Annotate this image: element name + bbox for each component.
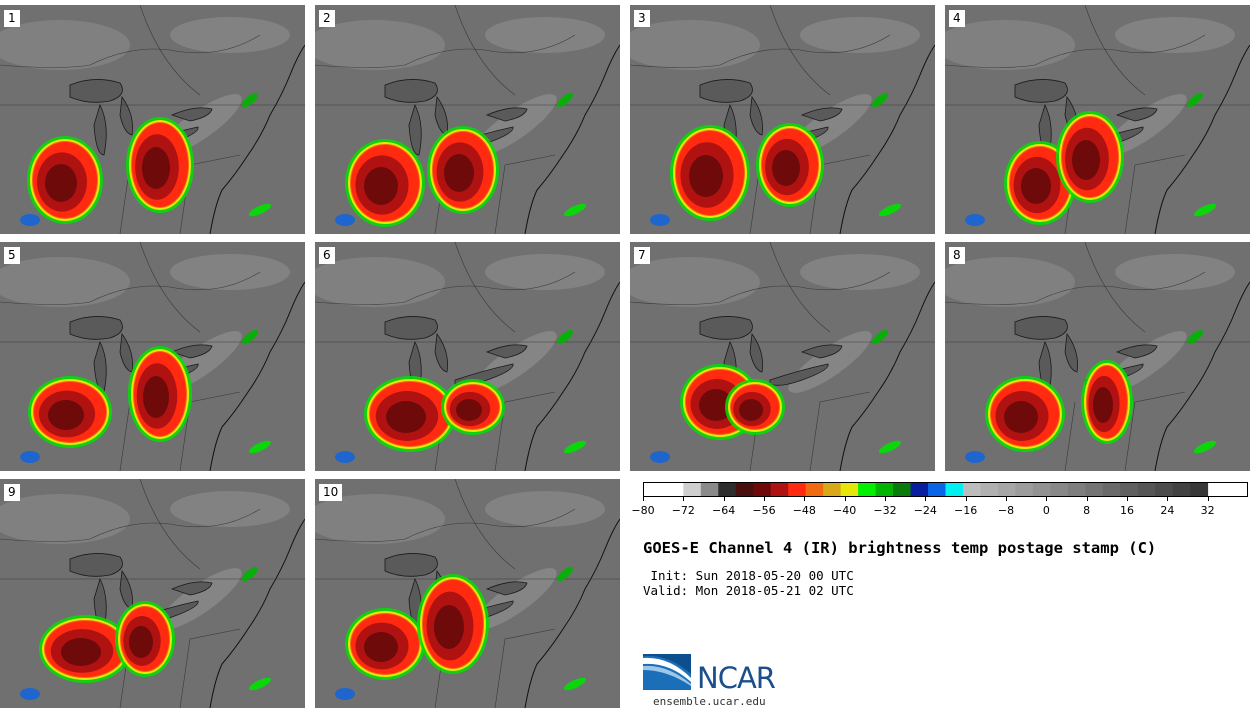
map-panel-4: 4 (945, 5, 1250, 234)
map-image (315, 242, 620, 471)
colorbar-swatch (1190, 483, 1209, 496)
panel-number: 8 (949, 247, 965, 264)
colorbar-swatch (805, 483, 824, 496)
colorbar-tick (1046, 496, 1048, 501)
colorbar-swatch (770, 483, 789, 496)
map-panel-7: 7 (630, 242, 935, 471)
colorbar-tick (683, 496, 685, 501)
map-panel-9: 9 (0, 479, 305, 708)
colorbar-swatch (1172, 483, 1191, 496)
colorbar-swatch (1102, 483, 1121, 496)
init-time: Init: Sun 2018-05-20 00 UTC (643, 568, 854, 583)
colorbar-swatch (683, 483, 702, 496)
map-panel-2: 2 (315, 5, 620, 234)
colorbar-tick-label: 16 (1120, 504, 1134, 517)
colorbar-tick-label: −24 (913, 504, 937, 517)
colorbar-tick (1086, 496, 1088, 501)
map-image (315, 479, 620, 708)
colorbar-tick-label: −32 (873, 504, 897, 517)
map-image (945, 242, 1250, 471)
colorbar-swatch (735, 483, 754, 496)
colorbar-swatch (910, 483, 929, 496)
colorbar-tick (764, 496, 765, 501)
colorbar-tick-label: 8 (1083, 504, 1091, 517)
colorbar-tick-label: −72 (671, 504, 695, 517)
map-panel-1: 1 (0, 5, 305, 234)
panel-number: 10 (319, 484, 343, 501)
colorbar-swatch (980, 483, 999, 496)
panel-number: 3 (634, 10, 650, 27)
colorbar-tick-label: −64 (712, 504, 736, 517)
colorbar-tick-label: −16 (954, 504, 978, 517)
colorbar-tick (1207, 496, 1209, 501)
colorbar-tick (965, 496, 967, 501)
colorbar-swatch (962, 483, 981, 496)
panel-number: 6 (319, 247, 335, 264)
colorbar-swatch (718, 483, 737, 496)
colorbar-tick-label: −80 (631, 504, 655, 517)
colorbar-tick (643, 496, 644, 501)
colorbar-tick (1167, 496, 1169, 501)
colorbar-swatch (893, 483, 911, 496)
colorbar-swatch (1015, 483, 1034, 496)
colorbar-swatch (1050, 483, 1069, 496)
map-image (630, 242, 935, 471)
map-panel-5: 5 (0, 242, 305, 471)
logo-url: ensemble.ucar.edu (653, 695, 766, 708)
panel-number: 5 (4, 247, 20, 264)
panel-number: 4 (949, 10, 965, 27)
colorbar-tick (925, 496, 927, 501)
colorbar-tick (844, 496, 846, 501)
colorbar-tick (885, 496, 886, 501)
colorbar-swatch (753, 483, 772, 496)
colorbar-swatch (1155, 483, 1174, 496)
panel-number: 2 (319, 10, 335, 27)
colorbar-swatch (858, 483, 877, 496)
map-panel-8: 8 (945, 242, 1250, 471)
colorbar-tick-label: −8 (997, 504, 1015, 517)
panel-number: 7 (634, 247, 650, 264)
map-image (315, 5, 620, 234)
map-image (0, 479, 305, 708)
valid-time: Valid: Mon 2018-05-21 02 UTC (643, 583, 854, 598)
colorbar-swatch (788, 483, 807, 496)
colorbar-tick-label: 32 (1200, 504, 1215, 517)
logo-text: NCAR (697, 661, 776, 695)
colorbar (643, 482, 1248, 497)
ncar-logo: NCAR (643, 652, 803, 702)
colorbar-swatch (823, 483, 842, 496)
colorbar-tick-label: −56 (752, 504, 776, 517)
colorbar-swatch (945, 483, 964, 496)
panel-number: 9 (4, 484, 20, 501)
colorbar-swatch (840, 483, 859, 496)
ncar-logo-mark (643, 654, 691, 690)
map-panel-10: 10 (315, 479, 620, 708)
colorbar-tick (804, 496, 806, 501)
colorbar-tick-label: −40 (833, 504, 857, 517)
colorbar-swatch (875, 483, 894, 496)
colorbar-swatch (1085, 483, 1104, 496)
colorbar-swatch (1067, 483, 1086, 496)
colorbar-tick (723, 496, 725, 501)
colorbar-swatch (997, 483, 1016, 496)
colorbar-tick (1006, 496, 1007, 501)
map-image (0, 242, 305, 471)
map-panel-6: 6 (315, 242, 620, 471)
panel-number: 1 (4, 10, 20, 27)
colorbar-swatch (1137, 483, 1156, 496)
colorbar-swatch (700, 483, 719, 496)
map-panel-3: 3 (630, 5, 935, 234)
colorbar-swatch (928, 483, 946, 496)
colorbar-swatch (1120, 483, 1139, 496)
map-image (945, 5, 1250, 234)
colorbar-tick-label: 24 (1160, 504, 1175, 517)
figure-title: GOES-E Channel 4 (IR) brightness temp po… (643, 539, 1157, 557)
map-image (630, 5, 935, 234)
colorbar-tick-label: −48 (792, 504, 816, 517)
colorbar-axis: −80 −72 −64 −56 −48 −40 −32 −24 −16 −8 0 8 16 24 32 (631, 496, 1248, 520)
colorbar-tick-label: 0 (1042, 504, 1050, 517)
map-image (0, 5, 305, 234)
colorbar-tick (1127, 496, 1128, 501)
colorbar-swatch (1032, 483, 1051, 496)
